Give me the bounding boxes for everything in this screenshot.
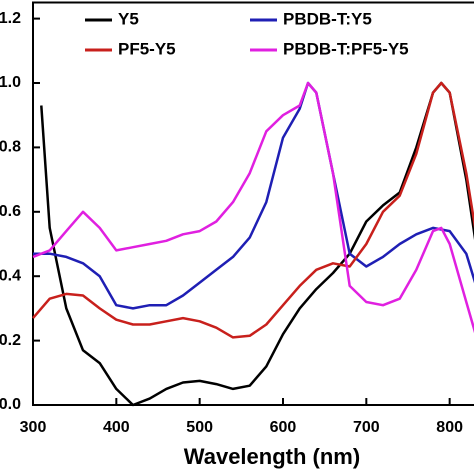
x-axis-label: Wavelength (nm) [184,444,360,469]
x-tick-label: 600 [270,419,297,436]
y-tick-label: 0.4 [0,267,21,284]
series-line [33,81,474,310]
series-line [32,81,474,334]
x-tick-label: 800 [436,419,463,436]
y-tick-label: 0.6 [0,203,21,220]
x-tick-label: 700 [353,419,380,436]
series-line [40,81,474,407]
plot-frame [32,1,474,406]
legend-label: Y5 [118,9,139,28]
legend-label: PBDB-T:Y5 [283,9,372,28]
legend-label: PBDB-T:PF5-Y5 [283,39,409,58]
series-line [32,81,474,339]
x-tick-label: 500 [186,419,213,436]
legend-label: PF5-Y5 [118,39,176,58]
y-tick-label: 1.0 [0,74,21,91]
x-tick-label: 300 [20,419,47,436]
x-tick-label: 400 [103,419,130,436]
y-tick-label: 0.8 [0,139,21,156]
y-tick-label: 0.2 [0,332,21,349]
y-tick-label: 0.0 [0,396,21,413]
y-tick-label: 1.2 [0,10,21,27]
